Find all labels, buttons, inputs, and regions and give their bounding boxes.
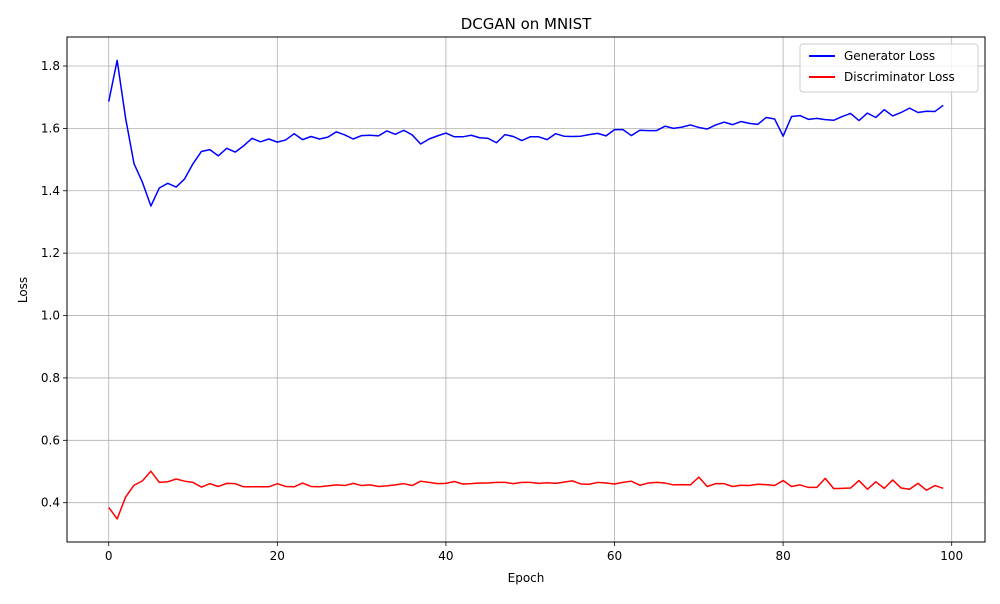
y-tick-label: 0.8: [41, 371, 60, 385]
y-tick-label: 1.2: [41, 246, 60, 260]
y-tick-label: 0.6: [41, 433, 60, 447]
grid-lines: [67, 37, 985, 542]
y-tick-label: 1.4: [41, 184, 60, 198]
y-tick-label: 0.4: [41, 496, 60, 510]
plot-frame: [66, 36, 986, 543]
x-axis-ticks: 0 20 40 60 80 100: [105, 542, 963, 563]
x-axis-label: Epoch: [508, 571, 545, 585]
y-tick-label: 1.6: [41, 121, 60, 135]
series-lines: [107, 59, 944, 520]
x-tick-label: 20: [270, 549, 285, 563]
legend: Generator Loss Discriminator Loss: [799, 43, 979, 93]
x-tick-label: 0: [105, 549, 113, 563]
legend-box: [799, 43, 979, 93]
x-tick-label: 60: [607, 549, 622, 563]
y-tick-label: 1.0: [41, 309, 60, 323]
x-tick-label: 40: [438, 549, 453, 563]
y-axis-label: Loss: [16, 277, 30, 303]
legend-label-generator-loss: Generator Loss: [844, 49, 935, 63]
x-tick-label: 100: [940, 549, 963, 563]
x-tick-label: 80: [775, 549, 790, 563]
series-line-generator-loss: [107, 59, 944, 207]
legend-label-discriminator-loss: Discriminator Loss: [844, 70, 955, 84]
chart-title: DCGAN on MNIST: [461, 15, 592, 33]
y-axis-ticks: 0.4 0.6 0.8 1.0 1.2 1.4 1.6 1.8: [41, 59, 67, 510]
series-line-discriminator-loss: [108, 470, 944, 520]
plot-area: [67, 37, 985, 542]
y-tick-label: 1.8: [41, 59, 60, 73]
